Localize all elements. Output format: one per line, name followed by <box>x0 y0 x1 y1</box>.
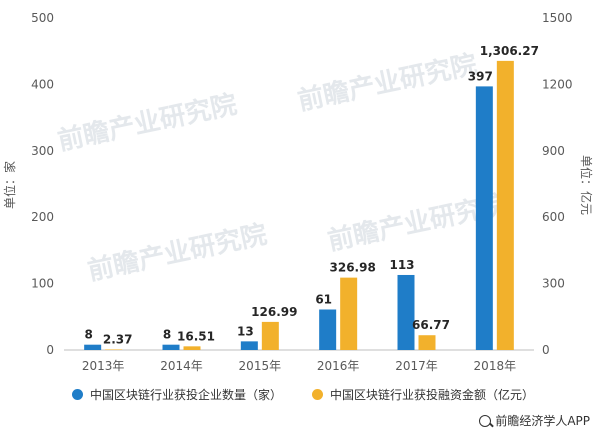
y-right-tick-label: 900 <box>542 144 565 158</box>
bar-amount <box>105 349 123 350</box>
x-tick-label: 2014年 <box>160 359 203 373</box>
y-left-tick-label: 0 <box>46 343 54 357</box>
y-right-axis-title: 单位：亿元 <box>579 155 594 215</box>
axis-layer: 0 100 200 300 400 500 0 300 600 900 1200 1500 单位：家 单位… <box>2 11 594 373</box>
bar-amount <box>340 277 358 350</box>
y-left-axis-title: 单位：家 <box>2 161 17 209</box>
y-left-tick-label: 400 <box>31 77 54 91</box>
bar-count <box>84 344 102 350</box>
y-left-tick-label: 200 <box>31 210 54 224</box>
bar-amount <box>496 60 514 350</box>
watermark-text: 前瞻产业研究院 <box>55 89 239 157</box>
source-text: 前瞻经济学人APP <box>495 414 590 428</box>
legend-item-amount[interactable]: 中国区块链行业获投融资金额（亿元） <box>312 386 534 403</box>
bar-count <box>240 341 258 350</box>
y-left-tick-label: 500 <box>31 11 54 25</box>
data-label-layer: 8 2.37 8 16.51 13 126.99 61 326.98 113 66.77 397 1,… <box>84 44 538 347</box>
data-label-amount: 1,306.27 <box>480 44 539 58</box>
data-label-count: 61 <box>315 292 332 306</box>
data-label-count: 397 <box>468 69 493 83</box>
y-right-tick-label: 1500 <box>542 11 573 25</box>
x-tick-label: 2016年 <box>317 359 360 373</box>
legend-item-count[interactable]: 中国区块链行业获投企业数量（家） <box>72 386 282 403</box>
legend-swatch-count <box>72 389 83 400</box>
data-label-count: 13 <box>237 324 254 338</box>
data-label-amount: 126.99 <box>251 305 297 319</box>
data-label-amount: 2.37 <box>103 332 133 346</box>
legend-swatch-amount <box>312 389 324 400</box>
y-right-tick-label: 300 <box>542 277 565 291</box>
legend-label-amount: 中国区块链行业获投融资金额（亿元） <box>330 388 535 402</box>
data-label-amount: 326.98 <box>330 261 376 275</box>
bar-count <box>162 344 180 350</box>
legend: 中国区块链行业获投企业数量（家） 中国区块链行业获投融资金额（亿元） <box>72 386 552 403</box>
watermark-text: 前瞻产业研究院 <box>295 49 479 117</box>
x-tick-label: 2013年 <box>82 359 125 373</box>
y-right-tick-label: 0 <box>542 343 550 357</box>
bar-count <box>397 274 415 350</box>
bar-layer <box>84 60 514 350</box>
y-right-tick-label: 600 <box>542 210 565 224</box>
bar-amount <box>261 321 279 350</box>
data-label-amount: 16.51 <box>177 329 215 343</box>
data-label-count: 8 <box>163 328 171 342</box>
bar-count <box>475 86 493 350</box>
watermark-text: 前瞻产业研究院 <box>85 219 269 287</box>
data-label-amount: 66.77 <box>412 318 450 332</box>
bar-amount <box>183 346 201 350</box>
bar-amount <box>418 335 436 350</box>
y-left-tick-label: 100 <box>31 277 54 291</box>
x-tick-label: 2017年 <box>395 359 438 373</box>
legend-label-count: 中国区块链行业获投企业数量（家） <box>90 388 283 402</box>
data-label-count: 113 <box>389 258 414 272</box>
x-tick-label: 2018年 <box>474 359 517 373</box>
data-label-count: 8 <box>84 328 92 342</box>
y-left-tick-label: 300 <box>31 144 54 158</box>
search-icon <box>479 414 492 427</box>
source-credit: 前瞻经济学人APP <box>479 412 590 429</box>
bar-count <box>319 309 337 350</box>
y-right-tick-label: 1200 <box>542 77 573 91</box>
x-tick-label: 2015年 <box>239 359 282 373</box>
